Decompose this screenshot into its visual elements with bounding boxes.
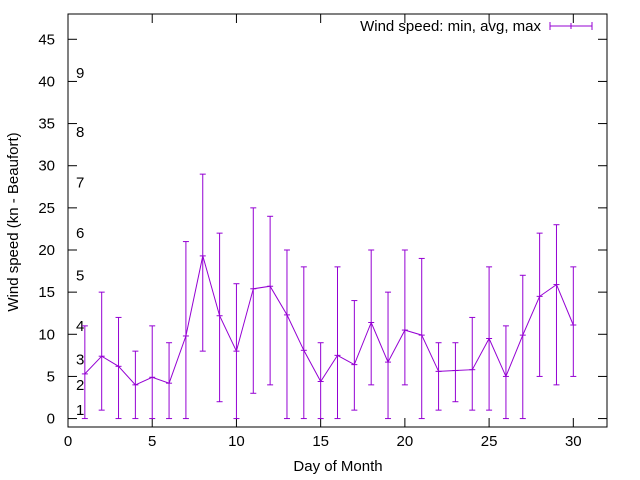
beaufort-label: 1 [76,402,84,419]
x-axis-label: Day of Month [293,458,382,475]
beaufort-label: 9 [76,65,84,82]
beaufort-label: 8 [76,124,84,141]
error-bars [81,173,577,420]
error-bar [199,173,206,352]
error-bar [334,266,341,420]
error-bar [115,316,122,420]
y-tick-label: 5 [47,368,55,385]
beaufort-label: 6 [76,225,84,242]
error-bar [267,215,274,386]
y-axis-label: Wind speed (kn - Beaufort) [5,132,22,311]
error-bar [401,249,408,386]
error-bar [283,249,290,420]
error-bar [300,266,307,420]
error-bar [98,291,105,411]
error-bar [519,274,526,420]
error-bar [216,232,223,403]
beaufort-label: 5 [76,267,84,284]
error-bar [166,342,173,420]
legend-entry-label: Wind speed: min, avg, max [360,18,541,35]
error-bar [182,241,189,420]
beaufort-label: 4 [76,318,84,335]
x-tick-label: 10 [228,433,245,450]
error-bar [570,266,577,377]
error-bar [351,300,358,411]
error-bar [250,207,257,394]
y-tick-label: 0 [47,411,55,428]
y-tick-label: 10 [38,326,55,343]
y-tick-label: 35 [38,116,55,133]
legend: Wind speed: min, avg, max [360,18,593,35]
y-tick-label: 45 [38,31,55,48]
y-tick-label: 20 [38,242,55,259]
error-bar [553,224,560,386]
x-tick-label: 5 [148,433,156,450]
series-line [81,255,577,386]
y-tick-label: 15 [38,284,55,301]
error-bar [469,316,476,411]
beaufort-annotations: 1 2 3 4 5 6 7 8 9 [76,65,84,419]
error-bar [452,342,459,403]
error-bar [385,291,392,420]
x-tick-label: 0 [64,433,72,450]
beaufort-label: 7 [76,175,84,192]
y-tick-label: 30 [38,158,55,175]
error-bar [368,249,375,386]
error-bar [502,325,509,420]
x-tick-label: 15 [312,433,329,450]
error-bar [435,342,442,411]
error-bar [418,257,425,420]
plot-border [67,13,608,428]
avg-line [84,255,574,386]
y-tick-label: 40 [38,73,55,90]
beaufort-label: 2 [76,377,84,394]
x-tick-label: 30 [565,433,582,450]
error-bar [149,325,156,420]
y-tick-label: 25 [38,200,55,217]
error-bar [536,232,543,377]
x-tick-label: 25 [481,433,498,450]
x-tick-label: 20 [397,433,414,450]
error-bar [81,325,88,420]
beaufort-label: 3 [76,352,84,369]
